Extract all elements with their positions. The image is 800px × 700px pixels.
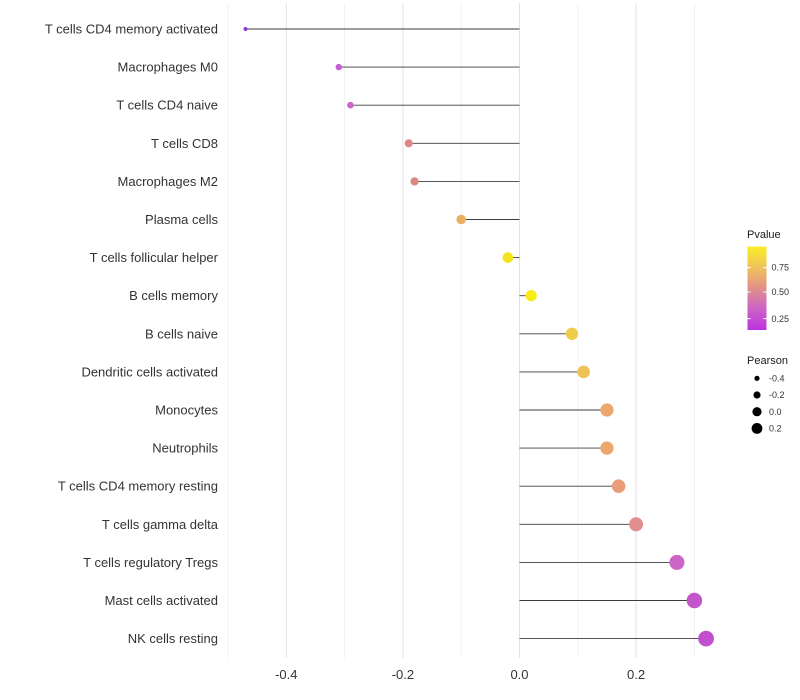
data-point (577, 365, 590, 379)
data-point (347, 101, 354, 109)
pvalue-tick-label: 0.25 (772, 314, 790, 324)
category-label: T cells gamma delta (102, 517, 219, 532)
pearson-legend-label: 0.2 (769, 424, 782, 434)
category-label: Monocytes (155, 403, 218, 418)
pearson-legend-dot (752, 407, 762, 417)
pearson-legend-label: 0.0 (769, 407, 782, 417)
data-point (243, 27, 248, 31)
data-point (611, 479, 626, 493)
data-point (686, 592, 703, 609)
data-point (525, 290, 537, 302)
pearson-legend-label: -0.4 (769, 374, 785, 384)
category-label: Macrophages M2 (118, 174, 218, 189)
pearson-legend-title: Pearson (747, 355, 788, 367)
pvalue-gradient-bar (747, 246, 767, 330)
category-label: B cells naive (145, 326, 218, 341)
pearson-legend-dot (754, 375, 760, 381)
x-tick-label: 0.2 (627, 667, 645, 682)
pearson-legend-dot (751, 423, 763, 434)
category-label: T cells CD4 memory resting (58, 479, 218, 494)
category-label: T cells CD4 memory activated (45, 22, 218, 37)
category-label: B cells memory (129, 288, 218, 303)
data-point (565, 327, 579, 340)
data-point (335, 63, 342, 71)
data-point (502, 252, 514, 263)
pvalue-tick-label: 0.50 (772, 287, 790, 297)
data-point (404, 139, 413, 148)
data-point (456, 214, 466, 225)
pvalue-legend-title: Pvalue (747, 229, 781, 241)
x-tick-label: -0.4 (275, 667, 297, 682)
data-point (698, 630, 714, 647)
x-tick-label: -0.2 (392, 667, 414, 682)
data-point (600, 441, 614, 455)
category-label: Neutrophils (152, 441, 218, 456)
x-tick-label: 0.0 (510, 667, 528, 682)
category-label: T cells follicular helper (90, 250, 219, 265)
data-point (600, 403, 614, 417)
category-label: T cells CD4 naive (116, 98, 218, 113)
category-label: Mast cells activated (105, 593, 218, 608)
category-label: Dendritic cells activated (81, 364, 218, 379)
category-label: T cells CD8 (151, 136, 218, 151)
category-label: NK cells resting (128, 631, 218, 646)
data-point (410, 177, 419, 186)
data-point (669, 554, 685, 570)
pearson-legend-label: -0.2 (769, 390, 785, 400)
category-label: T cells regulatory Tregs (83, 555, 218, 570)
category-label: Macrophages M0 (118, 60, 218, 75)
pvalue-tick-label: 0.75 (772, 263, 790, 273)
data-point (629, 517, 644, 532)
category-label: Plasma cells (145, 212, 218, 227)
pearson-legend-dot (753, 391, 761, 399)
